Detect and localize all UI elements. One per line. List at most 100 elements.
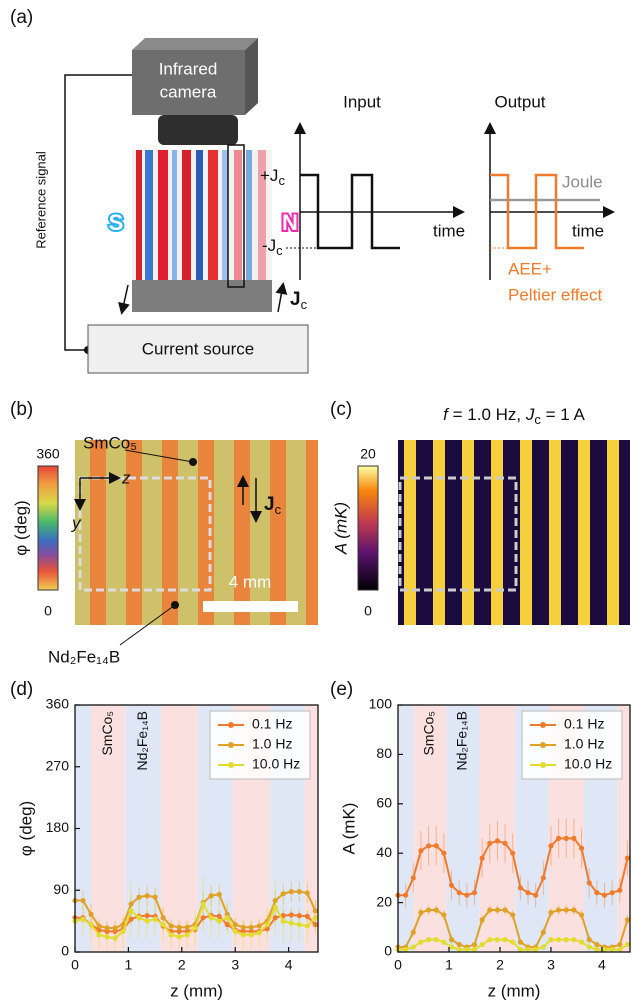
current-label: Jc: [290, 289, 308, 312]
data-point: [602, 893, 607, 898]
data-point: [418, 940, 423, 945]
y-tick-label: 40: [376, 844, 392, 860]
data-point: [161, 915, 166, 920]
data-point: [418, 910, 423, 915]
camera-side: [245, 38, 258, 115]
data-point: [510, 912, 515, 917]
data-point: [434, 843, 439, 848]
legend-marker: [228, 742, 234, 748]
data-point: [495, 937, 500, 942]
data-point: [548, 910, 553, 915]
colorbar-label: A (mK): [331, 502, 350, 555]
data-point: [305, 923, 310, 928]
y-tick-label: 180: [46, 819, 70, 835]
colorbar-label: φ (deg): [11, 500, 30, 555]
data-point: [564, 937, 569, 942]
data-point: [441, 851, 446, 856]
data-point: [80, 916, 85, 921]
effect-label: Peltier effect: [508, 285, 602, 304]
colorbar-min: 0: [364, 603, 372, 619]
data-point: [169, 932, 174, 937]
data-point: [313, 908, 318, 913]
data-point: [128, 901, 133, 906]
data-point: [556, 907, 561, 912]
panel-label: (b): [10, 399, 33, 420]
data-point: [161, 922, 166, 927]
input-label: Input: [343, 92, 381, 111]
data-point: [502, 841, 507, 846]
panel-label: (e): [330, 679, 353, 700]
x-tick-label: 3: [231, 957, 239, 973]
data-point: [225, 915, 230, 920]
x-axis-label: z (mm): [170, 981, 223, 1000]
data-point: [193, 925, 198, 930]
plus-label: +Jc: [260, 166, 285, 188]
minus-subscript: c: [276, 243, 283, 258]
south-label: S: [109, 210, 124, 235]
data-point: [472, 890, 477, 895]
data-point: [112, 936, 117, 941]
data-point: [495, 907, 500, 912]
pointer-dot: [189, 458, 197, 466]
joule-label: Joule: [562, 172, 603, 191]
data-point: [556, 836, 561, 841]
x-tick-label: 2: [178, 957, 186, 973]
legend-marker: [228, 762, 234, 768]
data-point: [289, 912, 294, 917]
z-label: z: [121, 468, 131, 487]
data-point: [418, 848, 423, 853]
x-tick-label: 3: [547, 957, 555, 973]
data-point: [625, 856, 630, 861]
data-point: [313, 922, 318, 927]
data-point: [411, 930, 416, 935]
data-point: [518, 940, 523, 945]
data-point: [434, 907, 439, 912]
data-point: [594, 942, 599, 947]
current-source-label: Current source: [142, 339, 254, 358]
wire: [65, 75, 138, 350]
data-point: [426, 907, 431, 912]
data-point: [217, 919, 222, 924]
colorbar-max: 360: [36, 446, 60, 462]
data-point: [426, 937, 431, 942]
x-tick-label: 0: [71, 957, 79, 973]
legend-label: 1.0 Hz: [252, 736, 292, 752]
data-point: [487, 907, 492, 912]
data-point: [518, 885, 523, 890]
data-point: [144, 919, 149, 924]
camera-lens: [158, 115, 238, 145]
data-point: [610, 890, 615, 895]
data-point: [297, 922, 302, 927]
ndfeb-label: Nd₂Fe₁₄B: [48, 647, 120, 666]
data-point: [257, 923, 262, 928]
title-part: J: [525, 405, 535, 424]
data-point: [88, 912, 93, 917]
current-subscript: c: [275, 502, 282, 517]
data-point: [201, 901, 206, 906]
x-tick-label: 1: [125, 957, 133, 973]
amplitude-image: [398, 440, 630, 625]
data-point: [564, 836, 569, 841]
colorbar: [358, 466, 378, 590]
data-point: [556, 937, 561, 942]
smco-label: SmCo₅: [83, 433, 137, 452]
y-tick-label: 100: [369, 696, 393, 712]
current-subscript: c: [301, 297, 308, 312]
data-point: [273, 915, 278, 920]
data-point: [571, 937, 576, 942]
data-point: [265, 922, 270, 927]
y-tick-label: 0: [384, 943, 392, 959]
data-point: [449, 883, 454, 888]
data-point: [434, 937, 439, 942]
colorbar-max: 20: [360, 446, 376, 462]
data-point: [153, 895, 158, 900]
legend-marker: [540, 722, 546, 728]
data-point: [487, 937, 492, 942]
data-point: [571, 907, 576, 912]
camera-top: [132, 38, 258, 50]
data-point: [472, 942, 477, 947]
data-point: [96, 932, 101, 937]
output-label: Output: [494, 92, 545, 111]
data-point: [297, 889, 302, 894]
data-point: [564, 907, 569, 912]
